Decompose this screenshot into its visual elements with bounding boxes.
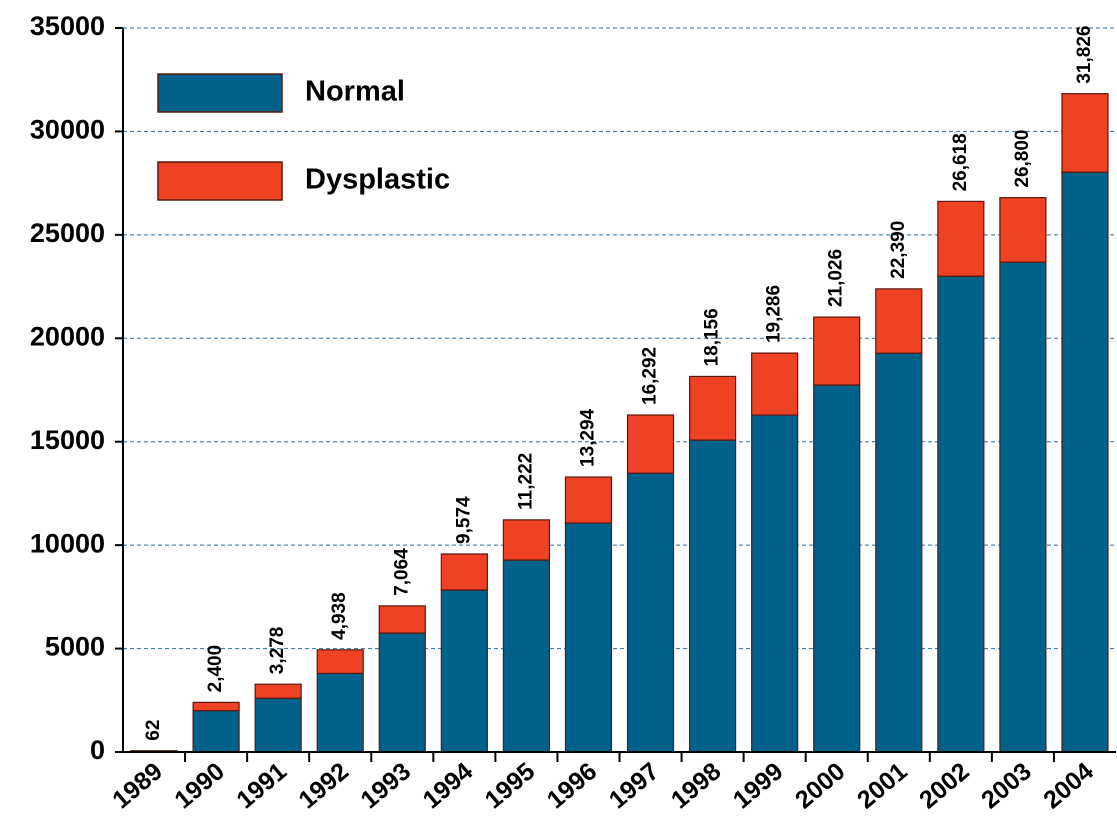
y-tick-label: 20000 [30, 321, 105, 351]
total-label: 26,618 [950, 133, 971, 191]
x-tick-label: 1996 [542, 757, 603, 814]
bar-segment [999, 197, 1047, 263]
x-tick-label: 1993 [356, 757, 417, 814]
bar-segment [192, 710, 240, 753]
y-tick-label: 0 [90, 735, 105, 765]
x-tick-label: 2002 [914, 757, 975, 814]
x-tick-label: 1998 [666, 757, 727, 814]
x-tick-label: 1990 [169, 757, 230, 814]
x-tick-label: 1992 [293, 757, 354, 814]
total-label: 21,026 [826, 249, 847, 307]
bar-segment [751, 352, 799, 416]
bar-segment [316, 649, 364, 674]
total-label: 31,826 [1074, 26, 1095, 84]
bar-segment [626, 414, 675, 474]
bar-segment [688, 375, 737, 441]
x-tick-label: 2003 [976, 757, 1037, 814]
bar-segment [688, 439, 737, 753]
bar-segment [502, 519, 551, 561]
bar-segment [1061, 93, 1109, 173]
x-tick-label: 1989 [107, 757, 168, 814]
y-tick-label: 25000 [30, 218, 105, 248]
bar-segment [564, 476, 613, 524]
bar-segment [502, 559, 551, 753]
bar-segment [999, 261, 1047, 753]
legend-label: Dysplastic [305, 164, 450, 196]
x-tick-label: 1997 [604, 757, 665, 814]
total-label: 9,574 [453, 496, 474, 544]
bar-segment [937, 275, 985, 753]
y-tick-label: 35000 [30, 11, 105, 41]
bar-segment [813, 316, 861, 386]
bar-segment [751, 414, 799, 753]
bar-segment [875, 288, 923, 354]
y-tick-label: 15000 [30, 425, 105, 455]
x-tick-label: 1999 [728, 757, 789, 814]
x-tick-label: 2001 [852, 757, 913, 814]
x-tick-label: 2000 [790, 757, 851, 814]
x-tick-label: 1991 [231, 757, 292, 814]
bar-segment [192, 701, 240, 712]
bar-segment [378, 605, 426, 634]
x-tick-label: 1994 [418, 757, 479, 814]
total-label: 16,292 [640, 347, 661, 405]
total-label: 13,294 [577, 408, 598, 467]
legend-swatch [157, 161, 283, 201]
total-label: 2,400 [205, 645, 226, 693]
total-label: 18,156 [702, 308, 723, 366]
bar-segment [254, 683, 302, 699]
total-label: 11,222 [515, 453, 536, 510]
bar-segment [1061, 171, 1109, 753]
legend-swatch [157, 73, 283, 113]
total-label: 4,938 [329, 592, 350, 640]
total-label: 3,278 [267, 627, 288, 675]
bar-segment [626, 472, 675, 753]
x-tick-label: 2004 [1038, 757, 1099, 814]
total-label: 26,800 [1012, 129, 1033, 187]
total-label: 7,064 [391, 548, 412, 596]
bar-segment [875, 352, 923, 753]
bar-segment [254, 697, 302, 753]
legend-label: Normal [305, 76, 405, 108]
bar-segment [378, 632, 426, 753]
total-label: 62 [143, 720, 164, 741]
y-tick-label: 10000 [30, 528, 105, 558]
y-tick-label: 30000 [30, 115, 105, 145]
bar-segment [440, 553, 488, 591]
bar-segment [813, 384, 861, 753]
bar-segment [564, 522, 613, 753]
bar-segment [937, 200, 985, 277]
bar-segment [440, 589, 488, 753]
bar-segment [316, 672, 364, 753]
y-tick-label: 5000 [45, 632, 105, 662]
x-tick-label: 1995 [480, 757, 541, 814]
total-label: 22,390 [888, 221, 909, 279]
total-label: 19,286 [764, 285, 785, 343]
